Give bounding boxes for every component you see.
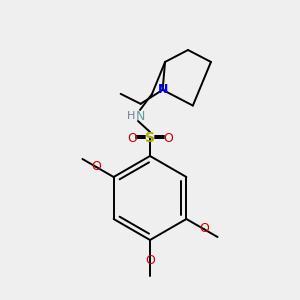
Text: O: O: [127, 131, 137, 145]
Text: O: O: [92, 160, 101, 173]
Text: O: O: [199, 223, 208, 236]
Text: S: S: [145, 131, 155, 145]
Text: H: H: [127, 111, 135, 121]
Text: O: O: [145, 254, 155, 266]
Text: N: N: [135, 110, 145, 122]
Text: N: N: [158, 83, 168, 96]
Text: O: O: [163, 131, 173, 145]
